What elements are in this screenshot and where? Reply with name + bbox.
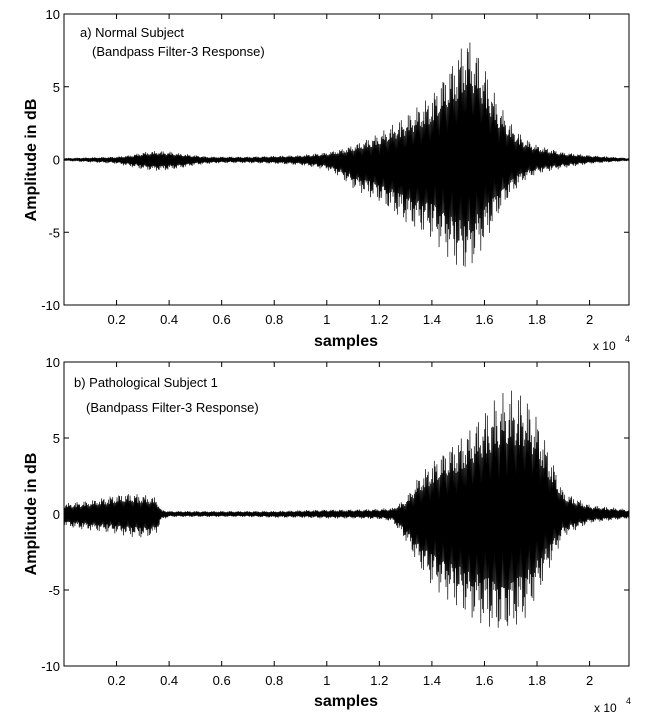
x-tick-label-a-3: 0.8 — [265, 312, 283, 327]
panel-a: -10 -5 0 5 10 0.2 0.4 0.6 0.8 1 1.2 1.4 1.6 1.8 2 a) N… — [23, 7, 630, 353]
x-tick-label-b-8: 1.8 — [528, 673, 546, 688]
annotation-a-line2: (Bandpass Filter-3 Response) — [92, 44, 265, 59]
x-tick-label-a-8: 1.8 — [528, 312, 546, 327]
xlabel-a: samples — [314, 333, 378, 350]
annotation-b-line1: b) Pathological Subject 1 — [74, 375, 218, 390]
x-tick-label-b-2: 0.6 — [213, 673, 231, 688]
ticks-b: -10 -5 0 5 10 0.2 0.4 0.6 0.8 1 1.2 1.4 1.6 1.8 2 — [41, 355, 629, 688]
x-tick-label-b-5: 1.2 — [370, 673, 388, 688]
x-tick-label-a-9: 2 — [586, 312, 593, 327]
xlabel-b: samples — [314, 693, 378, 710]
x-tick-label-b-0: 0.2 — [108, 673, 126, 688]
ylabel-b: Amplitude in dB — [23, 453, 40, 576]
waveform-b — [63, 390, 630, 628]
series-line-b — [63, 390, 630, 628]
y-tick-label-b-3: 5 — [53, 431, 60, 446]
x-tick-label-b-4: 1 — [323, 673, 330, 688]
x-multiplier-b: x 10 — [594, 701, 617, 715]
y-tick-label-a-4: 10 — [46, 7, 60, 22]
y-tick-label-b-4: 10 — [46, 355, 60, 370]
y-tick-label-a-1: -5 — [48, 225, 60, 240]
x-tick-label-b-3: 0.8 — [265, 673, 283, 688]
x-tick-label-b-9: 2 — [586, 673, 593, 688]
x-tick-label-a-5: 1.2 — [370, 312, 388, 327]
x-tick-label-a-4: 1 — [323, 312, 330, 327]
y-tick-label-a-0: -10 — [41, 298, 60, 313]
ticks-a: -10 -5 0 5 10 0.2 0.4 0.6 0.8 1 1.2 1.4 1.6 1.8 2 — [41, 7, 629, 327]
y-tick-label-a-2: 0 — [53, 153, 60, 168]
x-multiplier-exp-b: 4 — [626, 696, 631, 706]
x-tick-label-a-7: 1.6 — [475, 312, 493, 327]
y-tick-label-b-1: -5 — [48, 583, 60, 598]
x-tick-label-a-1: 0.4 — [160, 312, 178, 327]
waveform-a — [63, 42, 630, 267]
x-multiplier-exp-a: 4 — [625, 334, 630, 344]
x-multiplier-a: x 10 — [593, 339, 616, 353]
y-tick-label-a-3: 5 — [53, 80, 60, 95]
x-tick-label-b-7: 1.6 — [475, 673, 493, 688]
annotation-a-line1: a) Normal Subject — [80, 25, 184, 40]
x-tick-label-a-2: 0.6 — [213, 312, 231, 327]
x-tick-label-b-6: 1.4 — [423, 673, 441, 688]
series-line-a — [63, 42, 630, 267]
panel-b: -10 -5 0 5 10 0.2 0.4 0.6 0.8 1 1.2 1.4 1.6 1.8 2 b) P… — [23, 355, 631, 715]
y-tick-label-b-0: -10 — [41, 659, 60, 674]
ylabel-a: Amplitude in dB — [23, 99, 40, 222]
x-tick-label-a-6: 1.4 — [423, 312, 441, 327]
annotation-b-line2: (Bandpass Filter-3 Response) — [86, 400, 259, 415]
y-tick-label-b-2: 0 — [53, 507, 60, 522]
x-tick-label-a-0: 0.2 — [108, 312, 126, 327]
x-tick-label-b-1: 0.4 — [160, 673, 178, 688]
